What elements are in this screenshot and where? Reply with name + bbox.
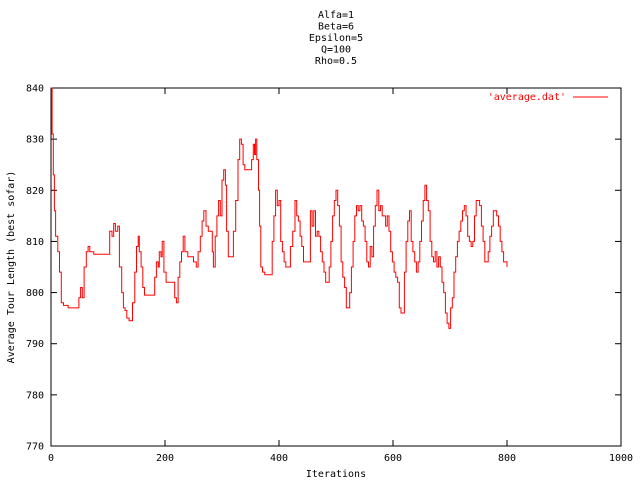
y-tick-label: 830	[26, 135, 44, 146]
legend: 'average.dat'	[488, 92, 608, 103]
y-tick-label: 810	[26, 237, 44, 248]
y-axis-ticks: 770 780 790 800 810 820 830 840	[26, 84, 621, 453]
title-line: Alfa=1	[318, 10, 354, 21]
y-tick-label: 770	[26, 442, 44, 453]
title-line: Beta=6	[318, 22, 354, 33]
y-tick-label: 780	[26, 390, 44, 401]
x-tick-label: 800	[498, 453, 516, 464]
x-tick-label: 0	[48, 453, 54, 464]
y-tick-label: 800	[26, 288, 44, 299]
y-tick-label: 790	[26, 339, 44, 350]
x-axis-label: Iterations	[306, 469, 366, 480]
y-tick-label: 820	[26, 186, 44, 197]
series-line-average	[51, 87, 508, 329]
x-tick-label: 1000	[609, 453, 633, 464]
y-axis-label: Average Tour Length (best sofar)	[6, 171, 17, 364]
plot-frame	[50, 87, 622, 447]
x-axis-ticks: 0 200 400 600 800 1000	[48, 88, 633, 464]
x-tick-label: 600	[384, 453, 402, 464]
title-line: Epsilon=5	[309, 33, 363, 44]
x-tick-label: 400	[270, 453, 288, 464]
x-tick-label: 200	[156, 453, 174, 464]
y-tick-label: 840	[26, 84, 44, 95]
title-line: Rho=0.5	[315, 56, 357, 67]
legend-label: 'average.dat'	[488, 92, 566, 103]
title-line: Q=100	[321, 45, 351, 56]
